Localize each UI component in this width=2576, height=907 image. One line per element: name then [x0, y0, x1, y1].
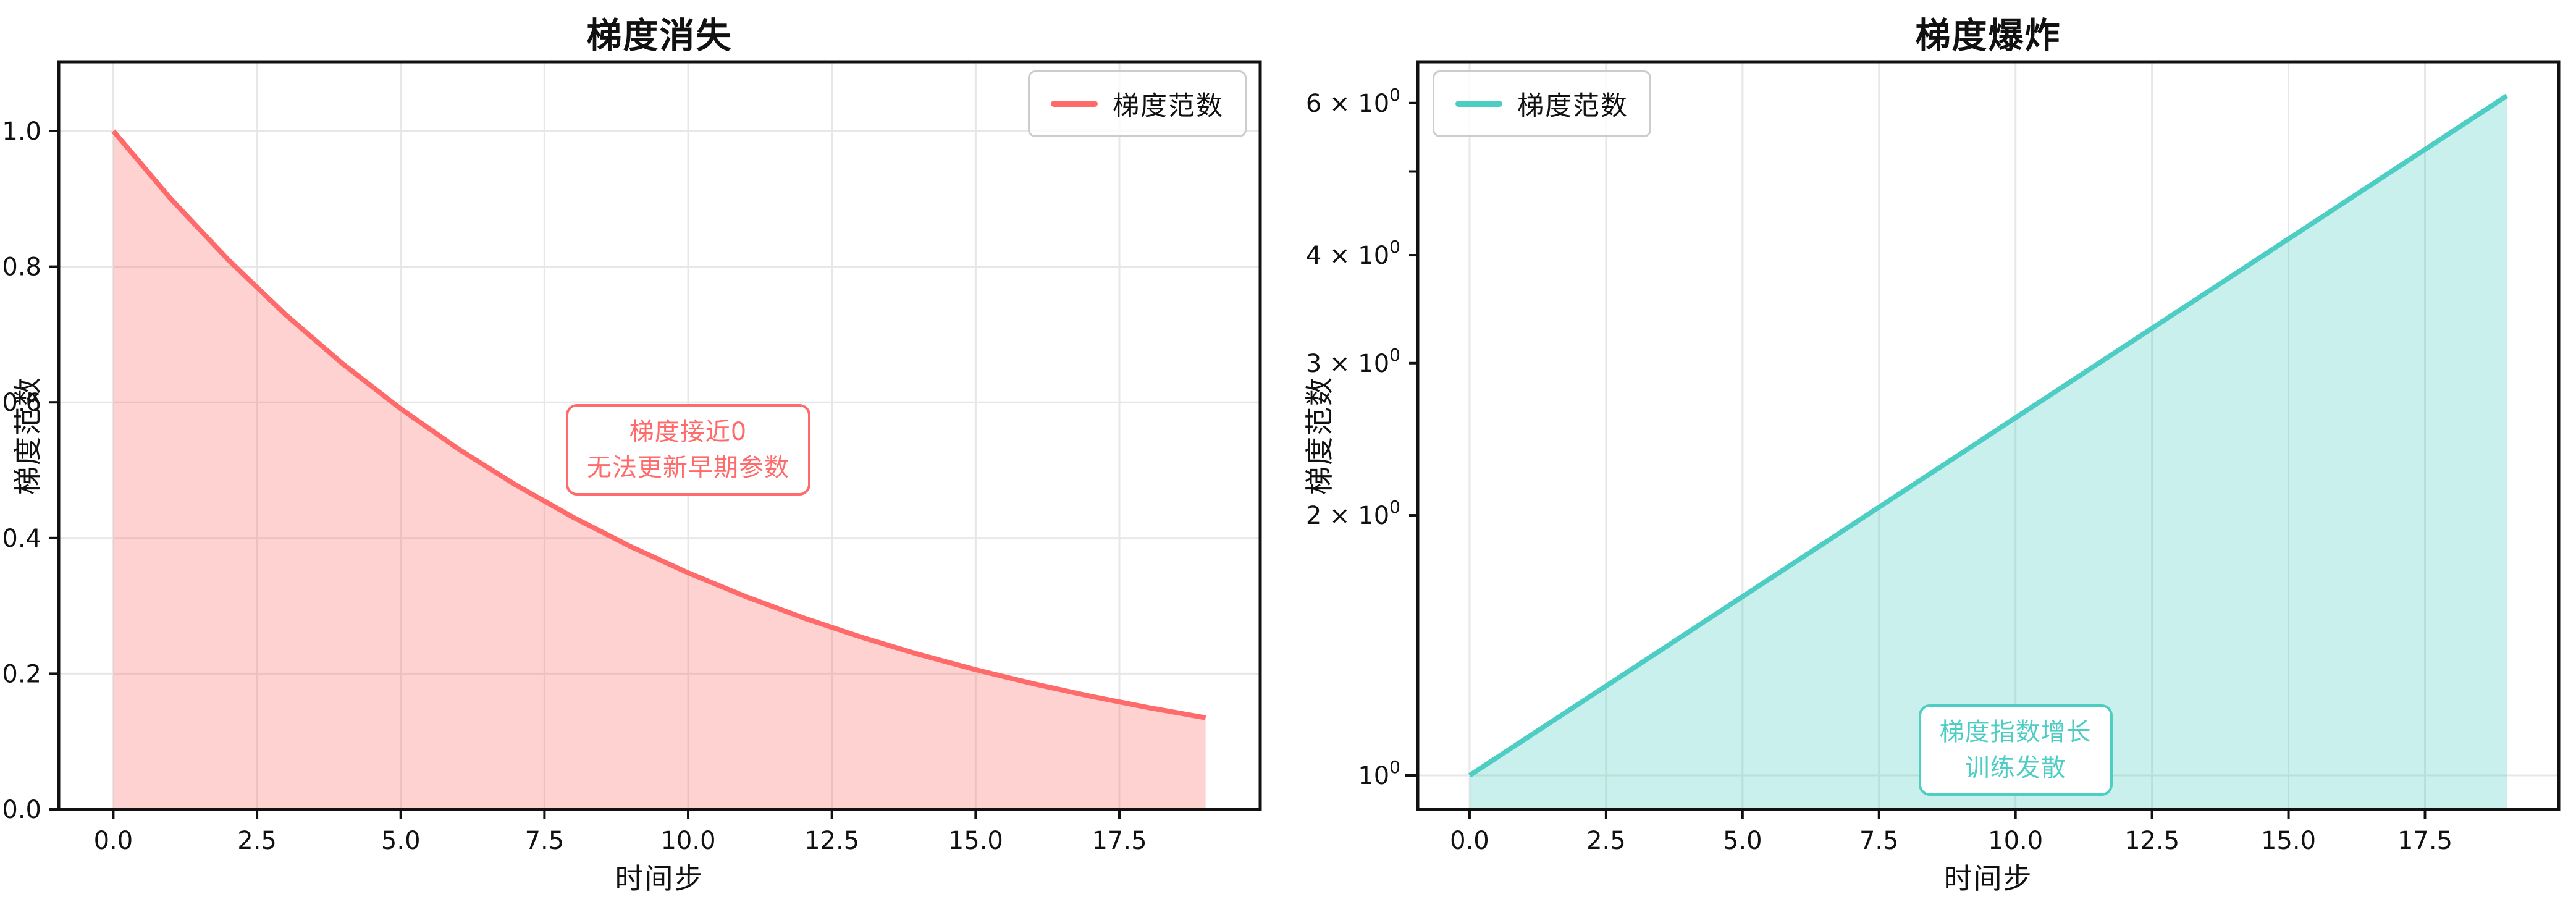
y-tick-label: 0.4 [2, 525, 41, 553]
x-tick-label: 5.0 [381, 827, 421, 855]
y-tick-label: 0.0 [2, 796, 41, 824]
legend-label: 梯度范数 [1113, 91, 1224, 122]
y-tick-label: 0.6 [2, 389, 41, 417]
x-tick-label: 17.5 [1092, 827, 1147, 855]
y-tick-label: 1.0 [2, 117, 41, 146]
x-tick-label: 15.0 [2261, 827, 2316, 855]
x-axis-label: 时间步 [1943, 862, 2033, 895]
x-axis-label: 时间步 [615, 862, 704, 895]
chart-title: 梯度消失 [586, 15, 733, 56]
legend-line-swatch-icon [1455, 101, 1502, 107]
x-tick-label: 15.0 [948, 827, 1003, 855]
y-tick-label: 4 × 100 [1306, 237, 1400, 270]
y-tick-label: 0.2 [2, 660, 41, 688]
plot-area: 0.0 2.5 5.0 7.5 10.0 12.5 15.0 17.5 0.0 0.2 0.4 0.6… [2, 60, 1262, 855]
y-tick-label: 3 × 100 [1306, 345, 1400, 378]
chart-panel-gradient-explosion: 0.0 2.5 5.0 7.5 10.0 12.5 15.0 17.5 100 2 × 100 3 … [1288, 0, 2576, 907]
series-area-fill [113, 130, 1206, 810]
series-line [111, 129, 1206, 720]
annotation-box: 梯度指数增长 训练发散 [1918, 704, 2113, 796]
x-tick-label: 10.0 [1988, 827, 2043, 855]
chart-panel-gradient-vanishing: 0.0 2.5 5.0 7.5 10.0 12.5 15.0 17.5 0.0 0.2 0.4 0.6… [2, 15, 1262, 895]
x-tick-label: 2.5 [1586, 827, 1626, 855]
x-tick-label: 7.5 [525, 827, 565, 855]
x-tick-label: 0.0 [1450, 827, 1489, 855]
annotation-line: 梯度指数增长 [1939, 717, 2092, 746]
x-tick-label: 0.0 [94, 827, 133, 855]
y-tick-label: 100 [1358, 757, 1400, 790]
x-tick-label: 12.5 [804, 827, 859, 855]
y-tick-label: 2 × 100 [1306, 497, 1400, 530]
chart-title: 梯度爆炸 [1915, 15, 2061, 56]
x-tick-label: 7.5 [1859, 827, 1899, 855]
y-axis-label: 梯度范数 [11, 376, 44, 495]
y-tick-label: 0.8 [2, 253, 41, 282]
plot-border [1416, 60, 2561, 811]
series-area-fill [1469, 96, 2507, 810]
plot-border [57, 60, 1262, 811]
legend: 梯度范数 [1433, 70, 1651, 137]
x-tick-label: 12.5 [2124, 827, 2179, 855]
annotation-line: 无法更新早期参数 [587, 454, 790, 483]
annotation-line: 梯度接近0 [629, 418, 747, 447]
annotation-box: 梯度接近0 无法更新早期参数 [566, 404, 811, 496]
x-tick-label: 5.0 [1723, 827, 1762, 855]
x-tick-label: 10.0 [660, 827, 715, 855]
x-tick-label: 2.5 [237, 827, 277, 855]
y-axis-label: 梯度范数 [1303, 376, 1336, 495]
y-tick-label: 6 × 100 [1306, 85, 1400, 118]
x-tick-label: 17.5 [2397, 827, 2452, 855]
annotation-line: 训练发散 [1964, 753, 2066, 782]
plot-area: 0.0 2.5 5.0 7.5 10.0 12.5 15.0 17.5 100 2 × 100 3 … [1306, 60, 2561, 855]
series-line [1468, 93, 2509, 778]
legend-label: 梯度范数 [1517, 91, 1628, 122]
legend-line-swatch-icon [1051, 101, 1098, 107]
legend: 梯度范数 [1028, 70, 1247, 137]
